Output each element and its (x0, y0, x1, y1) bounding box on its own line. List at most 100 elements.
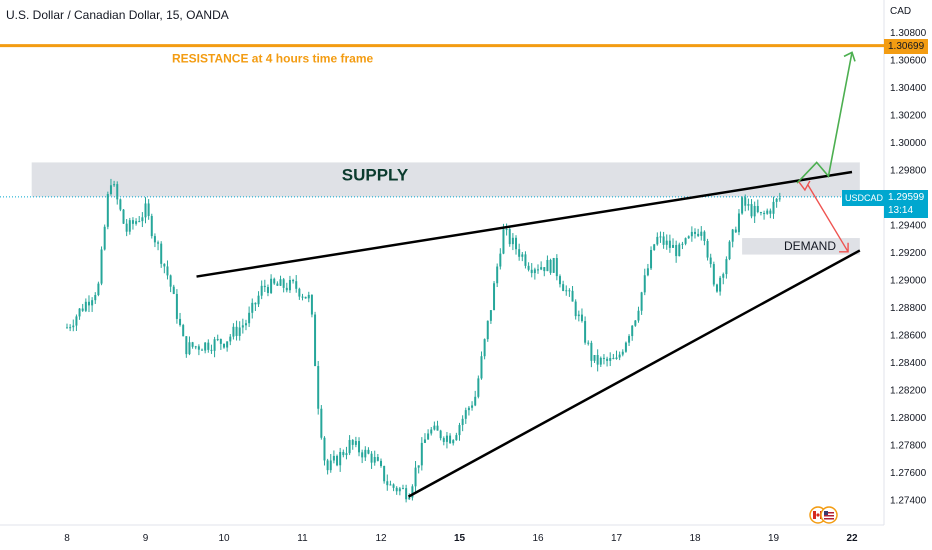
candle-body (116, 184, 119, 200)
candle-body (687, 236, 690, 239)
candle-body (270, 278, 273, 293)
candle-body (596, 355, 599, 365)
y-tick-label: 1.30600 (890, 55, 927, 66)
candle-body (147, 203, 150, 216)
y-tick-label: 1.29400 (890, 220, 927, 231)
candle-body (430, 429, 433, 434)
candle-body (675, 245, 678, 257)
current-price-tag: 1.29599 13:14 (884, 189, 929, 218)
x-tick-label: 9 (143, 533, 149, 544)
candle-body (169, 275, 172, 287)
candle-body (467, 407, 470, 411)
candle-body (678, 244, 681, 257)
candle-body (584, 321, 587, 343)
candle-body (471, 405, 474, 408)
x-tick-label: 19 (768, 533, 780, 544)
supply-label: SUPPLY (342, 165, 409, 184)
resistance-price-tag: 1.30699 (884, 38, 929, 54)
candle-body (138, 221, 141, 223)
candle-body (637, 310, 640, 321)
y-tick-label: 1.27600 (890, 468, 927, 479)
candle-body (332, 455, 335, 461)
candle-body (153, 236, 156, 243)
candle-body (496, 266, 499, 284)
flags-icon (808, 504, 838, 531)
candle-body (301, 296, 304, 298)
candle-body (144, 203, 147, 218)
candle-body (511, 237, 514, 245)
candle-body (439, 430, 442, 439)
candle-body (342, 451, 345, 456)
candle-body (232, 326, 235, 337)
candle-body (744, 197, 747, 206)
candle-body (690, 231, 693, 237)
candle-body (97, 283, 100, 296)
candle-body (628, 336, 631, 343)
candle-body (398, 488, 401, 492)
candle-body (640, 292, 643, 311)
candle-body (213, 339, 216, 351)
y-tick-label: 1.29800 (890, 165, 927, 176)
candle-body (530, 269, 533, 274)
candle-body (266, 287, 269, 293)
candle-body (737, 213, 740, 233)
candle-body (109, 185, 112, 195)
y-tick-label: 1.30800 (890, 28, 927, 39)
candle-body (361, 452, 364, 458)
candle-body (537, 269, 539, 271)
demand-label: DEMAND (784, 239, 836, 253)
candle-body (681, 243, 684, 245)
candle-body (728, 241, 731, 260)
candle-body (326, 460, 329, 471)
candle-body (684, 238, 687, 244)
candle-body (474, 396, 477, 406)
candle-body (590, 342, 593, 361)
candle-body (150, 215, 153, 237)
bearish-arrow (807, 184, 849, 253)
candle-body (367, 449, 370, 454)
candle-body (304, 296, 307, 299)
demand-zone (742, 238, 860, 255)
candle-body (543, 267, 546, 272)
candle-body (772, 201, 775, 214)
candle-body (552, 258, 555, 273)
candle-body (408, 497, 411, 500)
candle-body (194, 346, 197, 348)
candle-body (389, 484, 392, 486)
candle-body (191, 342, 194, 347)
candle-body (185, 336, 188, 355)
y-tick-label: 1.28600 (890, 330, 927, 341)
candle-body (310, 294, 313, 315)
candle-body (373, 457, 376, 463)
candle-body (700, 231, 703, 236)
x-tick-label: 18 (689, 533, 701, 544)
symbol-tag: USDCAD (842, 189, 887, 206)
y-tick-label: 1.29000 (890, 275, 927, 286)
candle-body (376, 457, 379, 461)
candle-body (216, 339, 219, 341)
candle-body (204, 342, 207, 351)
lower-trendline (407, 249, 861, 498)
bearish-arrow-start (798, 180, 811, 192)
candle-body (668, 240, 671, 248)
candle-body (634, 320, 637, 326)
candle-body (650, 250, 653, 269)
candle-body (725, 259, 728, 275)
candle-body (709, 257, 712, 265)
x-tick-label: 16 (532, 533, 544, 544)
upper-trendline (196, 170, 853, 278)
candle-body (207, 342, 210, 350)
candle-body (555, 258, 558, 277)
candle-body (423, 439, 426, 443)
y-tick-label: 1.28000 (890, 413, 927, 424)
candle-body (354, 441, 357, 445)
candle-body (166, 266, 169, 276)
current-price-value: 1.29599 (888, 191, 925, 203)
candle-body (722, 274, 725, 278)
y-tick-label: 1.27400 (890, 495, 927, 506)
y-tick-label: 1.28800 (890, 303, 927, 314)
candle-body (659, 236, 662, 238)
candle-body (348, 439, 351, 454)
